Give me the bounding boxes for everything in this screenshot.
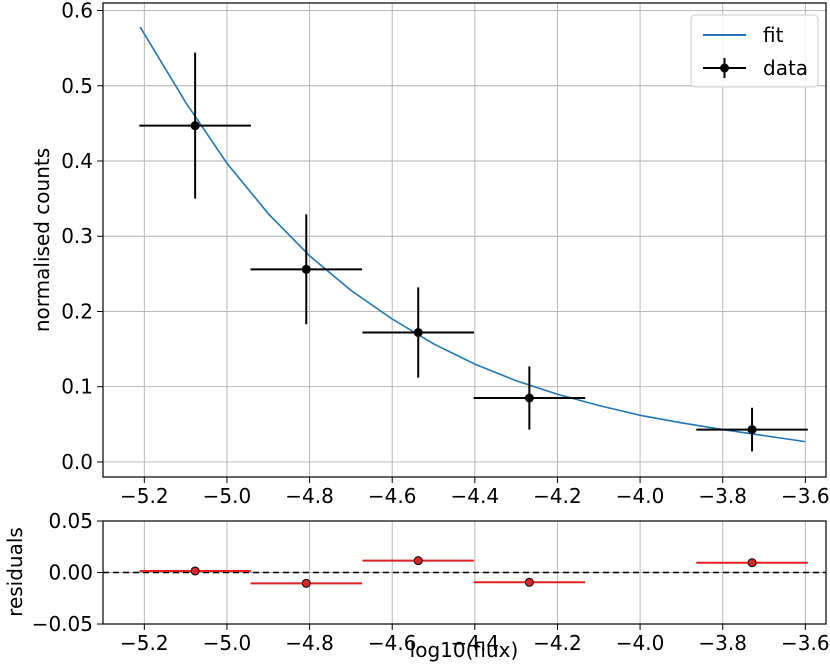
main-y-tick-label: 0.6 bbox=[61, 0, 93, 23]
residuals-y-axis-label: residuals bbox=[3, 527, 27, 617]
resid-y-tick-label: −0.05 bbox=[32, 612, 93, 636]
main-y-tick-label: 0.5 bbox=[61, 74, 93, 98]
residual-marker bbox=[747, 558, 757, 568]
data-marker bbox=[413, 328, 423, 338]
x-axis-label: log10(flux) bbox=[410, 638, 519, 662]
residual-point bbox=[473, 577, 586, 587]
main-y-tick-label: 0.1 bbox=[61, 375, 93, 399]
main-y-tick-label: 0.4 bbox=[61, 149, 93, 173]
residual-marker bbox=[413, 556, 423, 566]
main-x-ticks: −5.2 −5.0 −4.8 −4.6 −4.4 −4.2 −4.0 −3.8 −3.6 bbox=[120, 477, 830, 508]
resid-x-tick-label: −4.6 bbox=[368, 631, 417, 655]
main-y-tick-label: 0.3 bbox=[61, 224, 93, 248]
main-y-ticks: 0.0 0.1 0.2 0.3 0.4 0.5 0.6 bbox=[61, 0, 103, 474]
resid-x-tick-label: −3.8 bbox=[698, 631, 747, 655]
legend-data-label: data bbox=[763, 56, 808, 80]
residuals-plot-panel: −5.2 −5.0 −4.8 −4.6 −4.4 −4.2 −4.0 −3.8 −3.6 −0.… bbox=[3, 509, 830, 662]
residual-point bbox=[139, 566, 251, 576]
residual-marker bbox=[524, 577, 534, 587]
residuals-x-ticks: −5.2 −5.0 −4.8 −4.6 −4.4 −4.2 −4.0 −3.8 −3.6 bbox=[120, 624, 830, 655]
data-point bbox=[362, 287, 475, 378]
data-point bbox=[250, 214, 363, 325]
residuals-series bbox=[103, 556, 826, 588]
legend-data-marker bbox=[720, 63, 729, 73]
main-y-tick-label: 0.0 bbox=[61, 450, 93, 474]
resid-x-tick-label: −4.8 bbox=[285, 631, 334, 655]
residual-marker bbox=[301, 578, 311, 588]
resid-x-tick-label: −5.0 bbox=[203, 631, 252, 655]
main-x-tick-label: −4.6 bbox=[368, 484, 417, 508]
resid-x-tick-label: −4.0 bbox=[616, 631, 665, 655]
residual-marker bbox=[190, 566, 200, 576]
residual-point bbox=[250, 578, 363, 588]
data-point bbox=[139, 52, 251, 199]
resid-y-tick-label: 0.05 bbox=[48, 509, 93, 533]
main-plot-frame bbox=[102, 2, 827, 478]
resid-x-tick-label: −4.4 bbox=[451, 631, 500, 655]
main-x-tick-label: −3.6 bbox=[781, 484, 830, 508]
residual-point bbox=[362, 556, 475, 566]
fit-line bbox=[139, 26, 806, 443]
residuals-y-ticks: −0.05 0.00 0.05 bbox=[32, 509, 103, 636]
data-marker bbox=[190, 121, 200, 131]
resid-x-tick-label: −3.6 bbox=[781, 631, 830, 655]
main-x-tick-label: −5.2 bbox=[120, 484, 169, 508]
resid-x-tick-label: −4.2 bbox=[533, 631, 582, 655]
main-y-axis-label: normalised counts bbox=[30, 148, 54, 332]
data-marker bbox=[301, 264, 311, 274]
main-y-tick-label: 0.2 bbox=[61, 299, 93, 323]
residual-point bbox=[696, 558, 808, 568]
legend-fit-label: fit bbox=[763, 23, 784, 47]
data-point bbox=[473, 366, 586, 430]
main-plot-panel: −5.2 −5.0 −4.8 −4.6 −4.4 −4.2 −4.0 −3.8 −3.6 0.0… bbox=[30, 0, 830, 508]
main-series bbox=[139, 26, 808, 452]
legend: fit data bbox=[690, 14, 819, 88]
data-point bbox=[696, 407, 808, 452]
data-marker bbox=[747, 425, 757, 435]
main-x-tick-label: −5.0 bbox=[203, 484, 252, 508]
main-x-tick-label: −3.8 bbox=[698, 484, 747, 508]
resid-x-tick-label: −5.2 bbox=[120, 631, 169, 655]
main-x-tick-label: −4.0 bbox=[616, 484, 665, 508]
main-x-tick-label: −4.8 bbox=[285, 484, 334, 508]
main-x-tick-label: −4.2 bbox=[533, 484, 582, 508]
main-x-tick-label: −4.4 bbox=[451, 484, 500, 508]
resid-y-tick-label: 0.00 bbox=[48, 561, 93, 585]
data-marker bbox=[524, 393, 534, 403]
